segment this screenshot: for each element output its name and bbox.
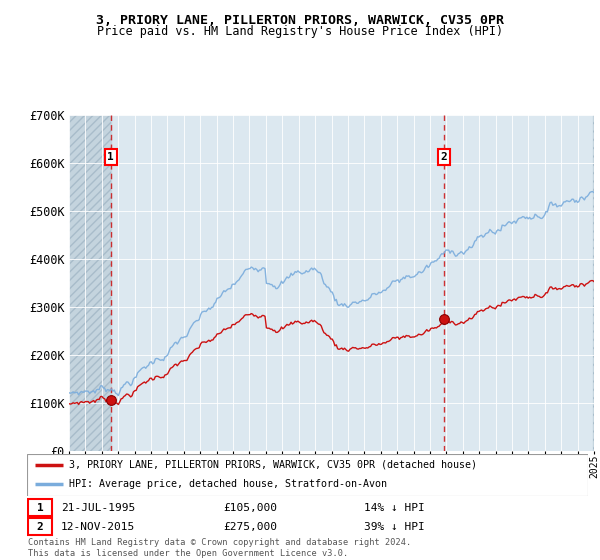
Text: 1: 1: [37, 503, 43, 512]
Text: 3, PRIORY LANE, PILLERTON PRIORS, WARWICK, CV35 0PR: 3, PRIORY LANE, PILLERTON PRIORS, WARWIC…: [96, 14, 504, 27]
Text: Price paid vs. HM Land Registry's House Price Index (HPI): Price paid vs. HM Land Registry's House …: [97, 25, 503, 38]
Bar: [69, 115, 111, 451]
FancyBboxPatch shape: [28, 519, 52, 535]
Text: 12-NOV-2015: 12-NOV-2015: [61, 522, 135, 532]
Text: Contains HM Land Registry data © Crown copyright and database right 2024.
This d: Contains HM Land Registry data © Crown c…: [28, 538, 412, 558]
Text: 2: 2: [37, 522, 43, 532]
FancyBboxPatch shape: [27, 454, 588, 496]
Text: 14% ↓ HPI: 14% ↓ HPI: [364, 503, 424, 512]
Text: 2: 2: [441, 152, 448, 162]
Bar: [69, 115, 111, 451]
Text: 39% ↓ HPI: 39% ↓ HPI: [364, 522, 424, 532]
FancyBboxPatch shape: [28, 499, 52, 516]
Text: 21-JUL-1995: 21-JUL-1995: [61, 503, 135, 512]
Bar: [593, 115, 594, 451]
Text: £275,000: £275,000: [223, 522, 277, 532]
Text: HPI: Average price, detached house, Stratford-on-Avon: HPI: Average price, detached house, Stra…: [69, 479, 387, 489]
Text: £105,000: £105,000: [223, 503, 277, 512]
Text: 3, PRIORY LANE, PILLERTON PRIORS, WARWICK, CV35 0PR (detached house): 3, PRIORY LANE, PILLERTON PRIORS, WARWIC…: [69, 460, 477, 470]
Text: 1: 1: [107, 152, 114, 162]
Bar: [593, 115, 594, 451]
